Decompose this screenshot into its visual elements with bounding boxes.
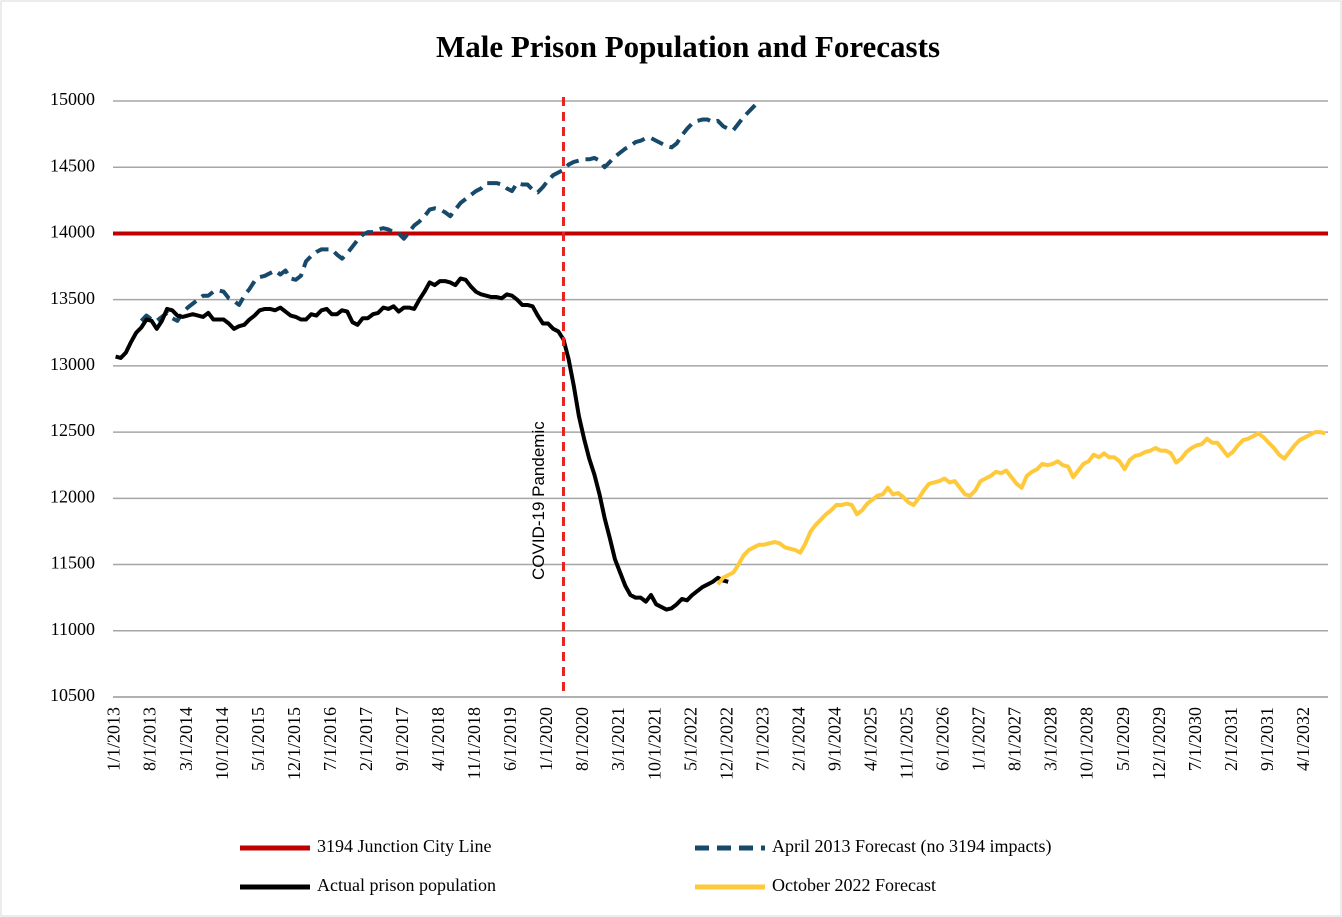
x-tick-label: 8/1/2013 <box>140 707 160 771</box>
x-tick-label: 6/1/2019 <box>500 707 520 771</box>
y-tick-label: 15000 <box>50 89 95 109</box>
y-tick-label: 11000 <box>51 619 95 639</box>
x-tick-label: 3/1/2021 <box>608 707 628 771</box>
x-tick-label: 1/1/2013 <box>104 707 124 771</box>
legend-label: 3194 Junction City Line <box>317 836 492 856</box>
y-tick-label: 10500 <box>50 685 95 705</box>
x-tick-label: 6/1/2026 <box>933 707 953 771</box>
y-tick-label: 11500 <box>51 553 95 573</box>
x-tick-label: 10/1/2014 <box>212 707 232 780</box>
x-tick-label: 12/1/2029 <box>1149 707 1169 780</box>
x-tick-label: 8/1/2027 <box>1005 707 1025 771</box>
x-tick-label: 2/1/2017 <box>356 707 376 771</box>
x-tick-label: 4/1/2018 <box>428 707 448 771</box>
x-tick-label: 2/1/2024 <box>788 707 808 771</box>
x-tick-label: 5/1/2022 <box>680 707 700 771</box>
x-tick-label: 5/1/2015 <box>248 707 268 771</box>
legend-label: April 2013 Forecast (no 3194 impacts) <box>772 836 1051 857</box>
x-tick-label: 2/1/2031 <box>1221 707 1241 771</box>
x-tick-label: 10/1/2028 <box>1077 707 1097 780</box>
x-tick-label: 9/1/2017 <box>392 707 412 771</box>
y-tick-label: 13500 <box>50 288 95 308</box>
x-tick-label: 9/1/2031 <box>1257 707 1277 771</box>
x-tick-label: 7/1/2030 <box>1185 707 1205 771</box>
x-tick-label: 9/1/2024 <box>824 707 844 771</box>
series-line <box>716 430 1326 586</box>
y-tick-label: 12000 <box>50 486 95 506</box>
y-tick-label: 14500 <box>50 155 95 175</box>
x-tick-label: 7/1/2016 <box>320 707 340 771</box>
x-tick-label: 1/1/2027 <box>969 707 989 771</box>
x-tick-label: 12/1/2015 <box>284 707 304 780</box>
x-tick-label: 3/1/2028 <box>1041 707 1061 771</box>
x-tick-label: 8/1/2020 <box>572 707 592 771</box>
event-label: COVID-19 Pandemic <box>529 421 548 580</box>
x-tick-label: 4/1/2025 <box>861 707 881 771</box>
y-tick-label: 14000 <box>50 222 95 242</box>
x-tick-label: 10/1/2021 <box>644 707 664 780</box>
x-tick-label: 4/1/2032 <box>1293 707 1313 771</box>
legend-label: Actual prison population <box>317 875 496 895</box>
series-line <box>139 99 761 323</box>
x-tick-label: 11/1/2018 <box>464 707 484 779</box>
y-tick-label: 13000 <box>50 354 95 374</box>
chart-title: Male Prison Population and Forecasts <box>436 29 940 64</box>
y-tick-label: 12500 <box>50 420 95 440</box>
x-tick-label: 12/1/2022 <box>716 707 736 780</box>
x-tick-label: 5/1/2029 <box>1113 707 1133 771</box>
x-tick-label: 11/1/2025 <box>897 707 917 779</box>
x-tick-label: 7/1/2023 <box>752 707 772 771</box>
x-tick-label: 3/1/2014 <box>176 707 196 771</box>
x-tick-label: 1/1/2020 <box>536 707 556 771</box>
series-line <box>115 276 729 612</box>
legend-label: October 2022 Forecast <box>772 875 936 895</box>
